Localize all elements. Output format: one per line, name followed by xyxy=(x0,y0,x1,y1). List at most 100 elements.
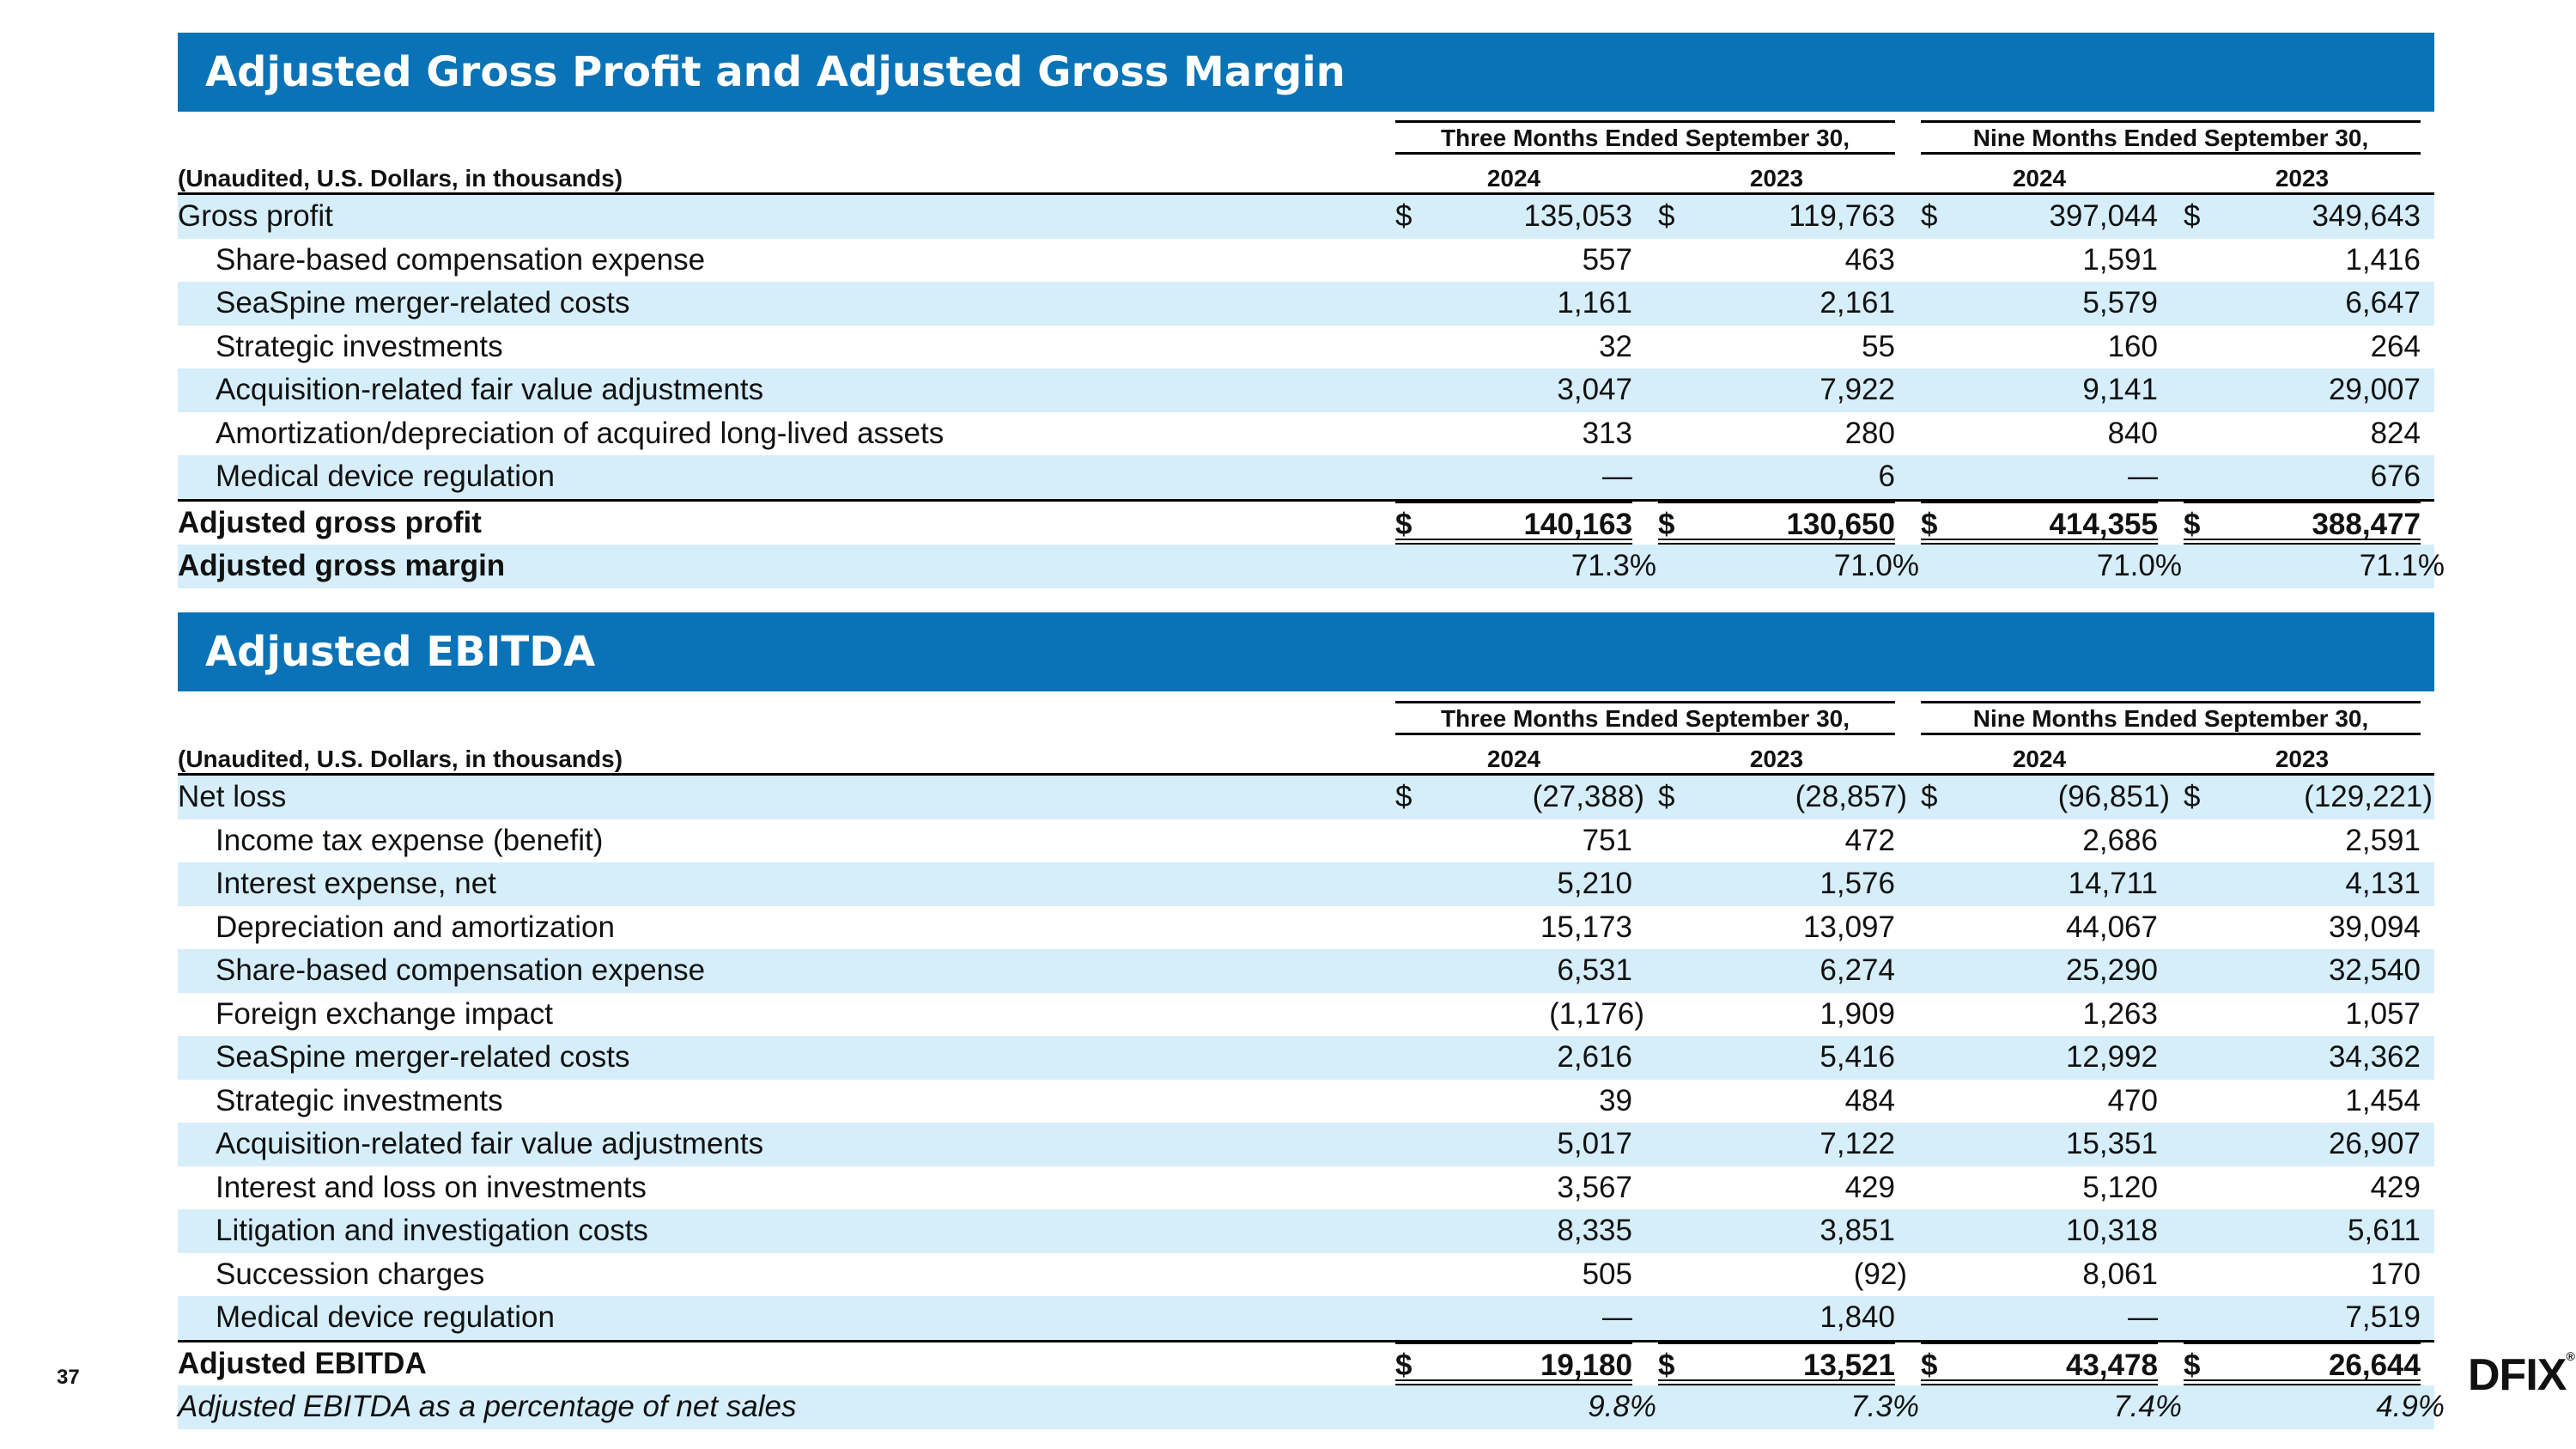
value-cell: $ (27,388) xyxy=(1395,776,1644,819)
table-row: Share-based compensation expense 557 463 1,… xyxy=(178,239,2434,283)
cell-value: 3,567 xyxy=(1557,1170,1632,1204)
total-cell: $140,163 xyxy=(1395,501,1632,545)
value-cell: — xyxy=(1395,1296,1632,1339)
cell-value: 472 xyxy=(1844,823,1895,857)
year-header: 2024 xyxy=(2012,746,2067,772)
margin-cell: 7.4% xyxy=(1921,1385,2182,1428)
table-row: Depreciation and amortization 15,173 13,09… xyxy=(178,906,2434,950)
cell-value: 313 xyxy=(1582,416,1632,450)
cell-value: 1,840 xyxy=(1820,1300,1895,1334)
cell-value: 2,161 xyxy=(1820,286,1895,320)
row-label: SeaSpine merger-related costs xyxy=(216,1040,630,1074)
cell-value: 5,611 xyxy=(2348,1214,2421,1247)
value-cell: 557 xyxy=(1395,239,1632,282)
table-row: Strategic investments 32 55 160 264 xyxy=(178,326,2434,369)
value-cell: 39 xyxy=(1395,1080,1632,1123)
cell-value: 824 xyxy=(2370,416,2421,450)
cell-value: 1,576 xyxy=(1820,867,1895,900)
currency-symbol: $ xyxy=(2184,1348,2201,1382)
currency-symbol: $ xyxy=(1395,780,1413,813)
table-row: SeaSpine merger-related costs 1,161 2,161 5… xyxy=(178,282,2434,326)
margin-value: 71.0% xyxy=(1833,549,1919,582)
row-label: Strategic investments xyxy=(216,329,503,363)
margin-value: 71.0% xyxy=(2096,549,2182,582)
cell-value: 4,131 xyxy=(2345,867,2421,900)
cell-value: — xyxy=(1602,1300,1632,1334)
total-cell: $13,521 xyxy=(1658,1342,1895,1385)
cell-value: 470 xyxy=(2107,1083,2158,1117)
total-value: 140,163 xyxy=(1523,507,1632,541)
total-cell: $26,644 xyxy=(2184,1342,2421,1385)
value-cell: — xyxy=(1395,455,1632,498)
table-row: Interest expense, net 5,210 1,576 14,711 4,1… xyxy=(178,862,2434,906)
value-cell: 3,047 xyxy=(1395,368,1632,411)
currency-symbol: $ xyxy=(1921,1348,1938,1382)
margin-value: 7.3% xyxy=(1850,1390,1919,1423)
currency-symbol: $ xyxy=(1658,507,1675,541)
total-cell: $414,355 xyxy=(1921,501,2158,545)
value-cell: 6 xyxy=(1658,455,1895,498)
cell-value: 6 xyxy=(1878,460,1895,493)
table-row: Strategic investments 39 484 470 1,454 xyxy=(178,1080,2434,1123)
value-cell: 313 xyxy=(1395,412,1632,455)
cell-value: 5,416 xyxy=(1820,1040,1895,1074)
year-header: 2024 xyxy=(1486,165,1541,192)
margin-row: Adjusted gross margin 71.3% 71.0% 71.0% 71.1… xyxy=(178,545,2445,588)
year-header: 2024 xyxy=(2012,165,2067,192)
cell-value: 3,851 xyxy=(1820,1214,1895,1247)
gross-profit-table: Three Months Ended September 30, Nine Mon… xyxy=(178,120,2445,588)
total-cell: $388,477 xyxy=(2184,501,2421,545)
value-cell: 1,057 xyxy=(2184,993,2421,1036)
currency-symbol: $ xyxy=(1658,199,1675,233)
table-row: Foreign exchange impact (1,176) 1,909 1,263… xyxy=(178,993,2434,1037)
value-cell: 463 xyxy=(1658,239,1895,282)
value-cell: $349,643 xyxy=(2184,195,2421,238)
row-label: Interest expense, net xyxy=(216,867,496,900)
group-header-g-nine: Nine Months Ended September 30, xyxy=(1921,120,2421,155)
table-row: Medical device regulation — 6 — 676 xyxy=(178,455,2434,499)
value-cell: 8,061 xyxy=(1921,1253,2158,1296)
margin-cell: 9.8% xyxy=(1395,1385,1656,1428)
cell-value: 34,362 xyxy=(2328,1040,2421,1074)
cell-value: (27,388) xyxy=(1532,780,1644,813)
value-cell: $ (28,857) xyxy=(1658,776,1907,819)
cell-value: 39,094 xyxy=(2328,910,2421,944)
table-row: Acquisition-related fair value adjustmen… xyxy=(178,1123,2434,1166)
row-label: SeaSpine merger-related costs xyxy=(216,286,630,320)
value-cell: 1,909 xyxy=(1658,993,1895,1036)
value-cell: 1,263 xyxy=(1921,993,2158,1036)
table-row: Acquisition-related fair value adjustmen… xyxy=(178,368,2434,412)
value-cell: 484 xyxy=(1658,1080,1895,1123)
value-cell: 264 xyxy=(2184,326,2421,368)
cell-value: 10,318 xyxy=(2065,1214,2158,1247)
value-cell: 505 xyxy=(1395,1253,1632,1296)
cell-value: 8,335 xyxy=(1557,1214,1632,1247)
cell-value: 1,454 xyxy=(2345,1083,2421,1117)
value-cell: $119,763 xyxy=(1658,195,1895,238)
row-label: Depreciation and amortization xyxy=(216,910,615,944)
cell-value: 13,097 xyxy=(1802,910,1895,944)
page-number: 37 xyxy=(57,1366,80,1389)
cell-value: 6,274 xyxy=(1820,953,1895,987)
total-cell: $19,180 xyxy=(1395,1342,1632,1385)
value-cell: 2,686 xyxy=(1921,819,2158,862)
value-cell: 2,591 xyxy=(2184,819,2421,862)
table-row: Litigation and investigation costs 8,335 3… xyxy=(178,1209,2434,1253)
value-cell: 824 xyxy=(2184,412,2421,455)
value-cell: 160 xyxy=(1921,326,2158,368)
value-cell: (1,176) xyxy=(1395,993,1644,1036)
year-header: 2023 xyxy=(1749,746,1804,772)
value-cell: 9,141 xyxy=(1921,368,2158,411)
value-cell: — xyxy=(1921,1296,2158,1339)
value-cell: $ (96,851) xyxy=(1921,776,2170,819)
cell-value: 7,519 xyxy=(2345,1300,2421,1334)
cell-value: 676 xyxy=(2370,460,2421,493)
cell-value: 349,643 xyxy=(2312,199,2421,233)
cell-value: — xyxy=(1602,460,1632,493)
cell-value: 8,061 xyxy=(2082,1257,2158,1291)
value-cell: 13,097 xyxy=(1658,906,1895,949)
margin-value: 9.8% xyxy=(1588,1390,1656,1423)
row-label: Medical device regulation xyxy=(216,1300,555,1334)
value-cell: 470 xyxy=(1921,1080,2158,1123)
total-value: 13,521 xyxy=(1802,1348,1895,1382)
